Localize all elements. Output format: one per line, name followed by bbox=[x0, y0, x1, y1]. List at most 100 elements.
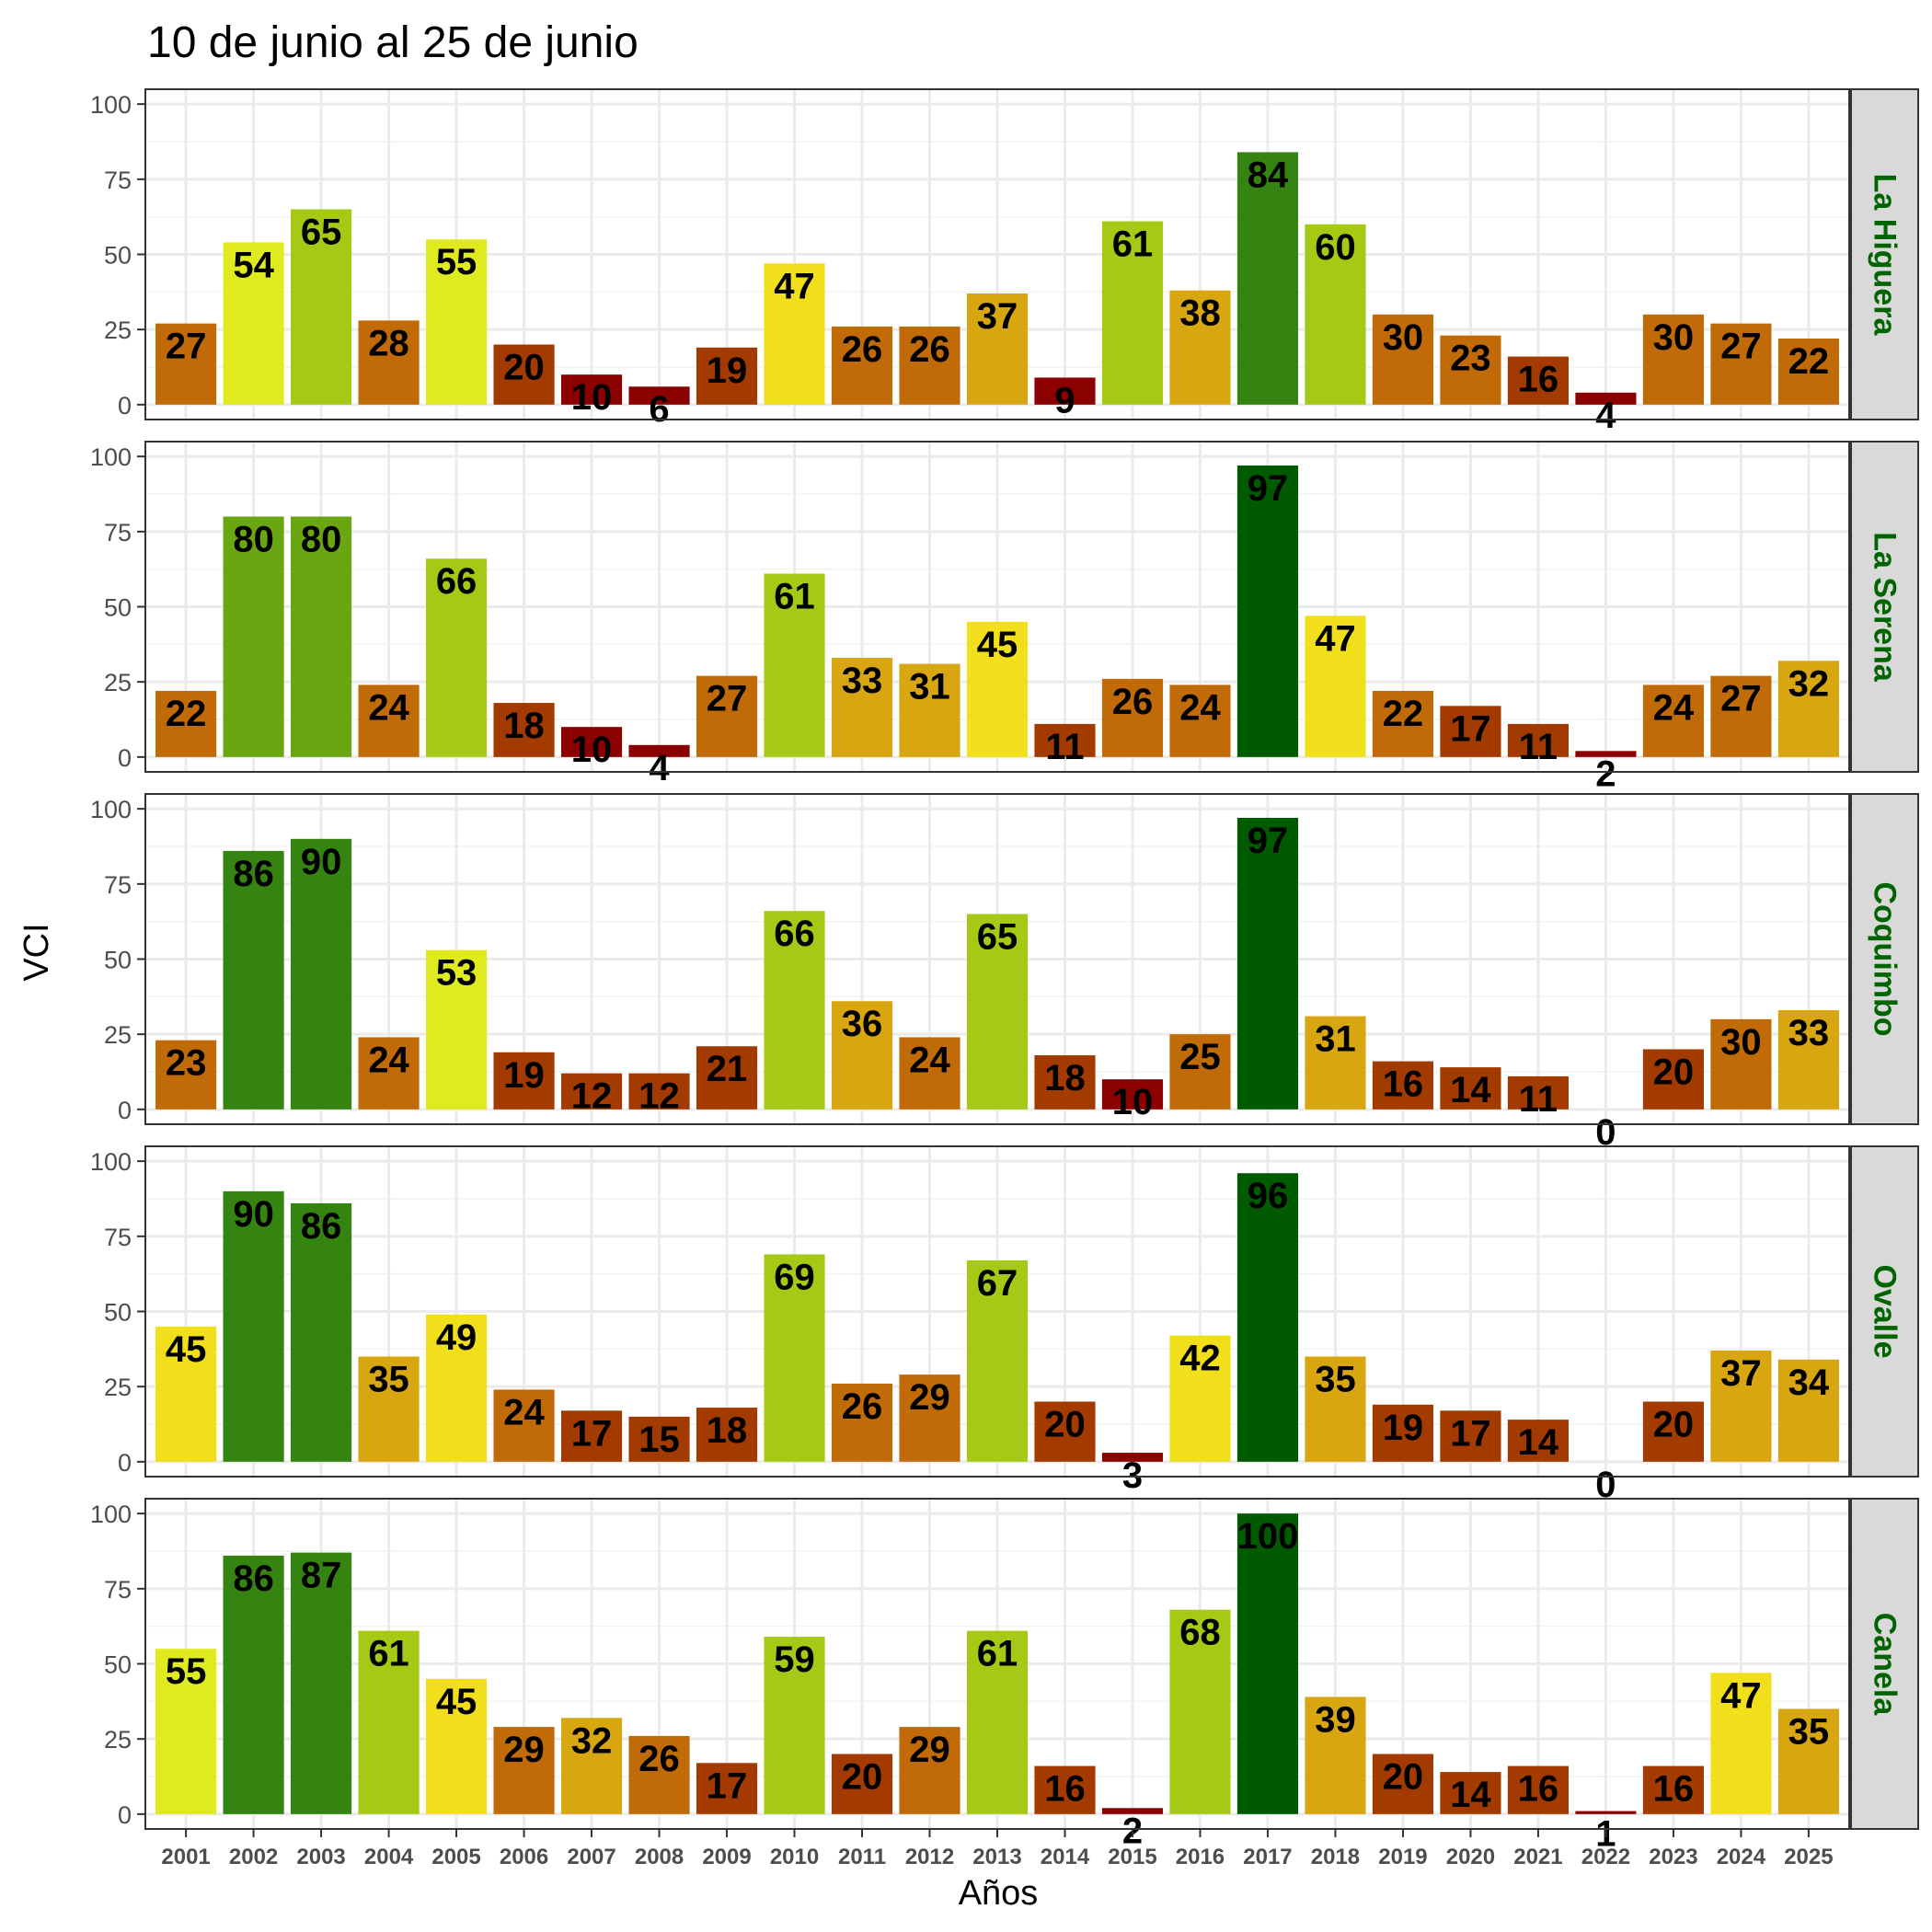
facet-strip-label: La Higuera bbox=[1868, 174, 1903, 337]
y-tick-label: 50 bbox=[104, 1299, 132, 1327]
bar bbox=[425, 1314, 488, 1462]
bar bbox=[831, 658, 893, 757]
y-tick-label: 100 bbox=[90, 443, 132, 471]
bar-value-label: 100 bbox=[1237, 1516, 1299, 1557]
bar-value-label: 16 bbox=[1518, 1769, 1559, 1810]
bar-value-label: 31 bbox=[909, 667, 950, 707]
bar bbox=[831, 1383, 893, 1462]
bar-value-label: 10 bbox=[1112, 1082, 1154, 1122]
bar bbox=[358, 1356, 420, 1462]
bar bbox=[628, 1073, 690, 1110]
bar-value-label: 35 bbox=[368, 1360, 409, 1400]
bar bbox=[358, 1037, 420, 1110]
bar bbox=[560, 1410, 623, 1462]
bar bbox=[1440, 1772, 1501, 1814]
y-tick-label: 75 bbox=[104, 871, 132, 899]
bar bbox=[1777, 661, 1839, 757]
bar bbox=[1777, 338, 1839, 405]
bar-value-label: 86 bbox=[233, 1558, 274, 1599]
facet-strip bbox=[1850, 793, 1919, 1125]
bar bbox=[1101, 1079, 1164, 1110]
bar bbox=[1372, 1404, 1434, 1462]
facet-strip-label: Canela bbox=[1868, 1613, 1903, 1717]
y-tick-label: 50 bbox=[104, 594, 132, 622]
bar-value-label: 61 bbox=[1112, 224, 1154, 265]
bar bbox=[223, 850, 284, 1110]
bar bbox=[899, 326, 960, 405]
bar-value-label: 87 bbox=[301, 1556, 342, 1596]
bar-value-label: 14 bbox=[1450, 1775, 1491, 1815]
bar bbox=[1169, 290, 1231, 405]
bar-value-label: 39 bbox=[1315, 1699, 1356, 1740]
bar-value-label: 20 bbox=[503, 348, 545, 388]
bar-value-label: 66 bbox=[774, 914, 815, 954]
bar-value-label: 61 bbox=[977, 1634, 1018, 1674]
bar-value-label: 16 bbox=[1518, 360, 1559, 400]
bar-value-label: 47 bbox=[774, 266, 815, 306]
bar-value-label: 34 bbox=[1788, 1363, 1830, 1403]
bar bbox=[1169, 1609, 1231, 1814]
panel-la-serena: 22 80 80 24 66 18 10 4 27 61 33 31 45 11 26 24 97 47 22 17 1… bbox=[90, 441, 1919, 794]
bar-value-label: 30 bbox=[1383, 317, 1424, 358]
bar-value-label: 59 bbox=[774, 1639, 815, 1680]
bar-value-label: 27 bbox=[166, 327, 207, 367]
bar-value-label: 49 bbox=[436, 1317, 477, 1358]
x-axis-ticks: 2001 2002 2003 2004 2005 2006 2007 2008 2009 2010… bbox=[161, 1829, 1834, 1869]
bar-value-label: 14 bbox=[1450, 1070, 1491, 1110]
bar bbox=[1710, 323, 1772, 405]
bar bbox=[1575, 392, 1637, 405]
bar bbox=[1440, 1067, 1501, 1110]
bar-value-label: 27 bbox=[1720, 327, 1762, 367]
x-tick-label: 2015 bbox=[1108, 1845, 1156, 1869]
bar bbox=[899, 663, 960, 757]
bar-value-label: 30 bbox=[1653, 317, 1695, 358]
y-tick-label: 0 bbox=[118, 392, 132, 420]
bar bbox=[1305, 224, 1366, 405]
x-tick-label: 2024 bbox=[1717, 1845, 1766, 1869]
bar-value-label: 10 bbox=[571, 377, 613, 418]
bar-value-label: 12 bbox=[571, 1076, 613, 1117]
bar-value-label: 47 bbox=[1720, 1675, 1762, 1716]
bar bbox=[628, 1416, 690, 1462]
bar-value-label: 11 bbox=[1519, 727, 1558, 767]
bar-value-label: 12 bbox=[638, 1076, 680, 1117]
bar bbox=[1034, 723, 1096, 757]
bar-value-label: 20 bbox=[1383, 1757, 1424, 1798]
bar-value-label: 32 bbox=[571, 1720, 613, 1761]
bar bbox=[696, 347, 758, 405]
bar-value-label: 16 bbox=[1044, 1769, 1086, 1810]
x-tick-label: 2020 bbox=[1446, 1845, 1495, 1869]
bar bbox=[1507, 723, 1570, 757]
x-tick-label: 2006 bbox=[500, 1845, 548, 1869]
bar bbox=[1034, 1765, 1096, 1814]
bar bbox=[493, 703, 555, 757]
bar-value-label: 19 bbox=[707, 351, 748, 391]
x-tick-label: 2011 bbox=[838, 1845, 886, 1869]
y-tick-label: 25 bbox=[104, 1726, 132, 1754]
bar bbox=[764, 573, 825, 757]
bar bbox=[831, 326, 893, 405]
bar-value-label: 27 bbox=[707, 679, 748, 719]
x-tick-label: 2022 bbox=[1581, 1845, 1630, 1869]
bar-value-label: 26 bbox=[842, 329, 883, 370]
bar bbox=[1236, 152, 1299, 405]
bar bbox=[1305, 1696, 1366, 1814]
facet-strip bbox=[1850, 88, 1919, 420]
bar-value-label: 67 bbox=[977, 1263, 1018, 1304]
x-tick-label: 2021 bbox=[1513, 1845, 1562, 1869]
bar bbox=[696, 1046, 758, 1110]
bar-value-label: 15 bbox=[638, 1420, 680, 1460]
bar bbox=[1642, 1049, 1704, 1110]
bar bbox=[155, 690, 217, 757]
bar-value-label: 86 bbox=[301, 1206, 342, 1247]
y-tick-label: 75 bbox=[104, 1224, 132, 1251]
bar-value-label: 38 bbox=[1179, 293, 1221, 334]
bar-value-label: 6 bbox=[649, 389, 669, 430]
bar-value-label: 97 bbox=[1248, 468, 1289, 509]
bar bbox=[1372, 1061, 1434, 1110]
bar-value-label: 55 bbox=[166, 1651, 207, 1692]
bar-value-label: 17 bbox=[1450, 1413, 1491, 1454]
bar bbox=[1507, 1075, 1570, 1110]
facet-strip bbox=[1850, 1145, 1919, 1478]
x-tick-label: 2016 bbox=[1176, 1845, 1225, 1869]
